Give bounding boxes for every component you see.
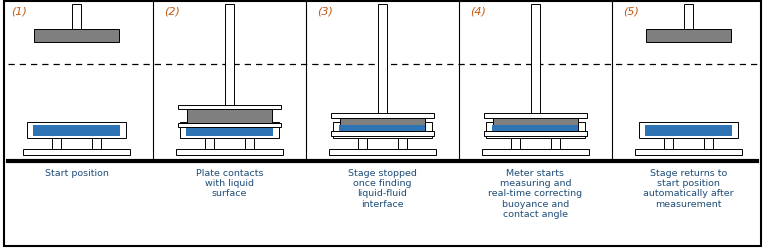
Bar <box>330 131 435 136</box>
Bar <box>330 113 435 118</box>
Bar <box>484 131 588 136</box>
Bar <box>180 122 279 138</box>
Bar <box>704 138 713 149</box>
Bar <box>245 138 254 149</box>
Bar <box>484 113 588 118</box>
Text: (3): (3) <box>317 6 334 16</box>
Bar <box>358 138 367 149</box>
Bar <box>23 149 130 155</box>
Bar <box>176 149 283 155</box>
Bar <box>329 149 436 155</box>
Bar <box>72 4 81 29</box>
Text: (2): (2) <box>164 6 181 16</box>
Text: (4): (4) <box>470 6 487 16</box>
Bar <box>639 122 738 138</box>
Bar <box>187 109 272 123</box>
Bar <box>645 125 732 136</box>
Bar <box>340 118 425 131</box>
Text: Stage returns to
start position
automatically after
measurement: Stage returns to start position automati… <box>643 169 734 209</box>
Bar <box>531 4 540 118</box>
Bar <box>664 138 673 149</box>
Bar <box>493 118 578 131</box>
Bar <box>92 138 101 149</box>
Bar <box>33 125 120 136</box>
Bar <box>492 125 579 136</box>
Bar <box>378 4 387 118</box>
Text: Start position: Start position <box>44 169 109 178</box>
Bar <box>186 125 273 136</box>
Bar <box>398 138 407 149</box>
Bar <box>340 125 425 131</box>
Bar <box>27 122 126 138</box>
Bar <box>551 138 560 149</box>
Bar <box>205 138 214 149</box>
Bar <box>178 123 282 127</box>
Text: (1): (1) <box>11 6 28 16</box>
Bar <box>178 105 282 109</box>
Text: Meter starts
measuring and
real-time correcting
buoyance and
contact angle: Meter starts measuring and real-time cor… <box>488 169 583 219</box>
Bar <box>511 138 520 149</box>
Text: Stage stopped
once finding
liquid-fluid
interface: Stage stopped once finding liquid-fluid … <box>348 169 417 209</box>
Bar <box>333 122 432 138</box>
Bar <box>646 29 731 42</box>
Bar <box>52 138 61 149</box>
Text: (5): (5) <box>623 6 640 16</box>
Bar <box>635 149 742 155</box>
Bar <box>339 125 426 136</box>
Bar <box>486 122 585 138</box>
Bar <box>482 149 589 155</box>
Bar <box>684 4 693 29</box>
Bar <box>225 4 234 109</box>
Text: Plate contacts
with liquid
surface: Plate contacts with liquid surface <box>196 169 263 198</box>
Bar <box>34 29 119 42</box>
Bar <box>493 125 578 131</box>
